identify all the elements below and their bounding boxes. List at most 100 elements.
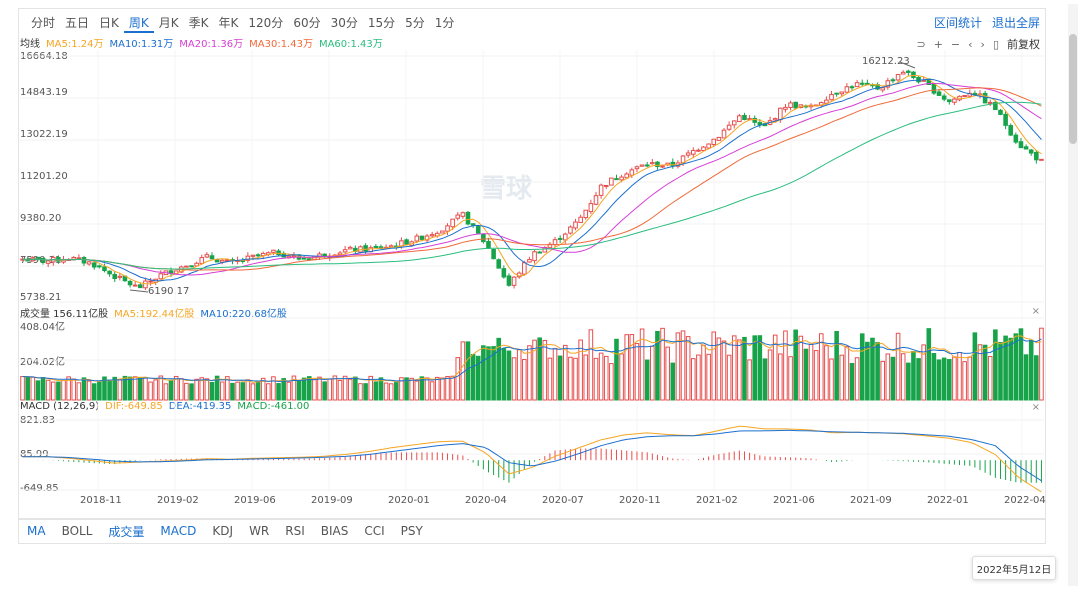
candle-body[interactable]	[552, 239, 558, 245]
volume-bar[interactable]	[747, 359, 752, 401]
candle-body[interactable]	[501, 268, 507, 278]
volume-bar[interactable]	[1039, 327, 1044, 401]
candle-body[interactable]	[132, 284, 138, 287]
candle-body[interactable]	[158, 273, 164, 280]
volume-bar[interactable]	[465, 341, 471, 401]
candle-body[interactable]	[998, 109, 1003, 115]
volume-bar[interactable]	[143, 377, 148, 401]
period-tab[interactable]: 5分	[405, 16, 425, 30]
period-tab-active[interactable]: 周K	[123, 14, 154, 33]
volume-bar[interactable]	[127, 376, 133, 401]
indicator-tab-wr[interactable]: WR	[249, 524, 270, 538]
volume-bar[interactable]	[306, 376, 312, 401]
volume-bar[interactable]	[982, 344, 988, 401]
candle-body[interactable]	[783, 106, 788, 110]
volume-bar[interactable]	[296, 380, 302, 401]
volume-bar[interactable]	[20, 376, 25, 401]
volume-bar[interactable]	[194, 378, 199, 401]
volume-bar[interactable]	[388, 383, 394, 401]
candle-body[interactable]	[706, 143, 711, 149]
volume-bar[interactable]	[721, 340, 727, 401]
candle-body[interactable]	[301, 257, 307, 260]
volume-bar[interactable]	[327, 378, 333, 401]
volume-bar[interactable]	[363, 383, 368, 401]
volume-bar[interactable]	[204, 378, 210, 401]
candle-body[interactable]	[655, 161, 660, 168]
volume-bar[interactable]	[778, 353, 783, 401]
candle-body[interactable]	[127, 280, 133, 286]
volume-bar[interactable]	[900, 353, 906, 401]
candle-body[interactable]	[900, 71, 906, 75]
candle-body[interactable]	[404, 239, 409, 245]
candle-body[interactable]	[921, 79, 926, 82]
volume-bar[interactable]	[834, 331, 839, 401]
candle-body[interactable]	[107, 270, 112, 275]
candle-body[interactable]	[194, 262, 199, 267]
candle-body[interactable]	[941, 95, 947, 100]
candle-body[interactable]	[696, 149, 701, 152]
volume-bar[interactable]	[839, 354, 845, 401]
volume-bar[interactable]	[332, 375, 338, 401]
volume-bar[interactable]	[409, 377, 414, 401]
candle-body[interactable]	[982, 92, 988, 104]
candle-body[interactable]	[629, 169, 635, 176]
candle-body[interactable]	[112, 273, 118, 280]
volume-bar[interactable]	[291, 375, 297, 401]
period-tab[interactable]: 120分	[248, 16, 284, 30]
candle-body[interactable]	[685, 152, 691, 156]
volume-bar[interactable]	[353, 376, 358, 401]
candle-body[interactable]	[184, 265, 189, 268]
volume-bar[interactable]	[81, 377, 87, 401]
candle-body[interactable]	[895, 74, 901, 81]
volume-bar[interactable]	[1018, 328, 1024, 401]
volume-bar[interactable]	[158, 375, 164, 401]
volume-bar[interactable]	[952, 356, 957, 401]
indicator-tab-kdj[interactable]: KDJ	[212, 524, 234, 538]
volume-bar[interactable]	[895, 332, 901, 401]
candle-body[interactable]	[849, 86, 855, 89]
volume-bar[interactable]	[977, 344, 983, 401]
candle-body[interactable]	[199, 257, 205, 264]
volume-bar[interactable]	[936, 359, 942, 401]
candle-body[interactable]	[634, 166, 640, 170]
candle-body[interactable]	[91, 262, 97, 268]
indicator-tab-macd[interactable]: MACD	[160, 524, 197, 538]
candle-body[interactable]	[557, 237, 563, 240]
volume-bar[interactable]	[112, 376, 118, 401]
candle-body[interactable]	[952, 98, 957, 103]
candle-body[interactable]	[1034, 151, 1039, 161]
volume-bar[interactable]	[373, 381, 379, 401]
candle-body[interactable]	[993, 101, 998, 111]
candle-body[interactable]	[711, 138, 717, 145]
volume-bar[interactable]	[865, 341, 870, 401]
volume-bar[interactable]	[496, 337, 502, 401]
candle-body[interactable]	[225, 259, 230, 262]
next-icon[interactable]: ›	[980, 37, 985, 51]
period-tab[interactable]: 60分	[293, 16, 321, 30]
volume-bar[interactable]	[588, 329, 594, 401]
volume-bar[interactable]	[603, 355, 609, 401]
candle-body[interactable]	[148, 280, 153, 283]
candle-body[interactable]	[721, 129, 727, 139]
period-tab[interactable]: 分时	[31, 16, 56, 30]
volume-bar[interactable]	[163, 383, 169, 401]
candle-body[interactable]	[86, 261, 92, 265]
candle-body[interactable]	[506, 275, 512, 286]
candle-body[interactable]	[143, 280, 148, 289]
volume-bar[interactable]	[61, 380, 66, 401]
candle-body[interactable]	[609, 177, 614, 186]
volume-bar[interactable]	[737, 339, 742, 401]
volume-bar[interactable]	[675, 332, 681, 401]
volume-bar[interactable]	[470, 354, 476, 401]
volume-bar[interactable]	[434, 376, 440, 401]
period-tab[interactable]: 1分	[434, 16, 455, 30]
range-stats-link[interactable]: 区间统计	[933, 16, 982, 30]
candle-body[interactable]	[537, 251, 542, 254]
candle-body[interactable]	[859, 82, 865, 85]
volume-bar[interactable]	[931, 352, 937, 401]
volume-bar[interactable]	[271, 376, 276, 401]
volume-bar[interactable]	[573, 357, 578, 401]
candle-body[interactable]	[619, 176, 624, 181]
candle-body[interactable]	[419, 235, 425, 240]
